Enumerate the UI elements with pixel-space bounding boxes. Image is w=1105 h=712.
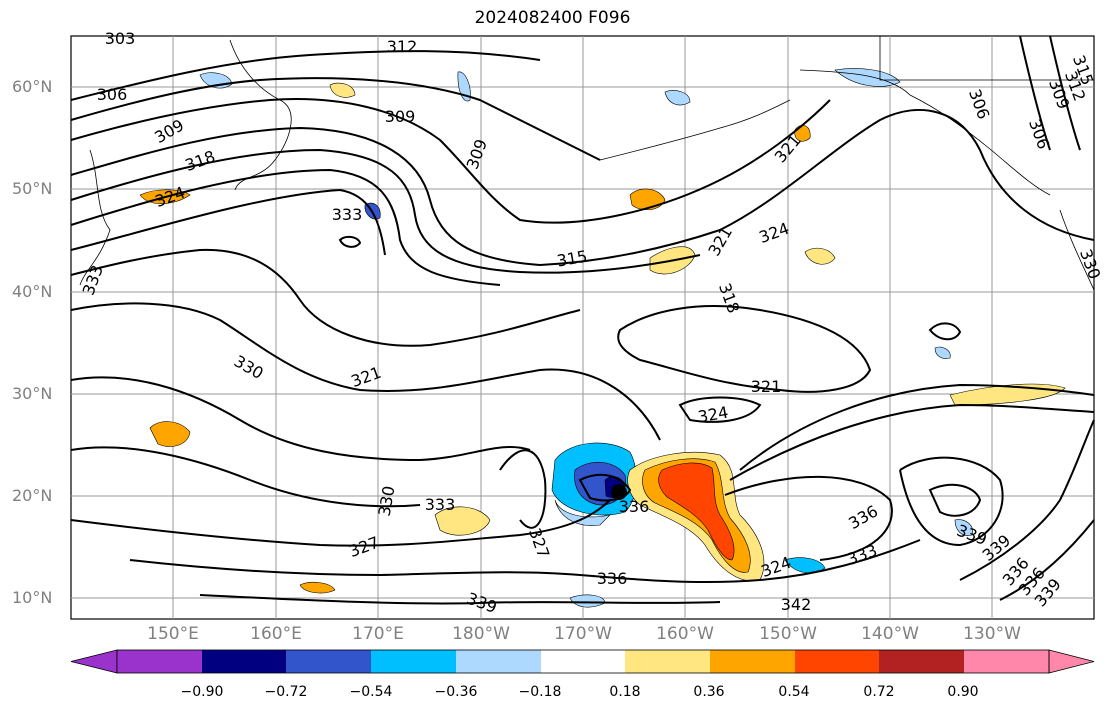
contour-lines	[70, 35, 1095, 605]
colorbar-tick: −0.36	[434, 684, 478, 700]
colorbar-tick: 0.36	[693, 684, 725, 700]
colorbar-arrow-min	[70, 649, 118, 674]
lon-label-170w: 170°W	[554, 624, 612, 644]
lat-label-40n: 40°N	[12, 282, 53, 301]
colorbar-tick: 0.90	[947, 684, 979, 700]
colorbar-segment	[710, 650, 795, 673]
colorbar-segment	[286, 650, 371, 673]
contour-label: 321	[751, 377, 782, 396]
colorbar-segment	[879, 650, 964, 673]
colorbar-arrow-max	[1048, 649, 1095, 674]
lon-label-160e: 160°E	[250, 624, 302, 644]
colorbar-segment	[117, 650, 202, 673]
lon-label-140w: 140°W	[861, 624, 919, 644]
colorbar-segment	[202, 650, 286, 673]
colorbar-outline	[116, 649, 1050, 674]
contour-label: 342	[781, 595, 812, 614]
colorbar-segment	[456, 650, 541, 673]
colorbar-tick: 0.54	[778, 684, 810, 700]
lon-label-180w: 180°W	[452, 624, 510, 644]
lat-label-10n: 10°N	[12, 588, 53, 607]
lon-label-130w: 130°W	[963, 624, 1021, 644]
colorbar-segment	[964, 650, 1049, 673]
colorbar-segment	[541, 650, 625, 673]
contour-label: 333	[332, 205, 363, 224]
lat-label-60n: 60°N	[12, 77, 53, 96]
lon-label-160w: 160°W	[656, 624, 714, 644]
contour-label: 309	[385, 107, 416, 126]
contour-label: 303	[105, 29, 136, 48]
coastlines	[79, 36, 1095, 291]
low-center-marker	[611, 484, 627, 500]
colorbar-segment	[795, 650, 879, 673]
contour-label: 336	[619, 497, 650, 516]
lat-label-20n: 20°N	[12, 486, 53, 505]
lat-label-30n: 30°N	[12, 384, 53, 403]
map-title: 2024082400 F096	[474, 8, 631, 28]
lon-label-150w: 150°W	[759, 624, 817, 644]
lon-label-170e: 170°E	[352, 624, 404, 644]
colorbar-tick: −0.90	[180, 684, 224, 700]
colorbar-tick: −0.72	[264, 684, 308, 700]
contour-label: 333	[425, 495, 456, 514]
colorbar-tick: −0.18	[518, 684, 562, 700]
lat-label-50n: 50°N	[12, 179, 53, 198]
anomaly-fills	[139, 68, 1066, 608]
colorbar-tick: 0.18	[609, 684, 641, 700]
contour-label: 306	[97, 85, 128, 104]
contour-label: 336	[597, 569, 628, 588]
colorbar	[70, 649, 1095, 674]
contour-label: 312	[387, 37, 418, 56]
colorbar-segment	[625, 650, 710, 673]
colorbar-tick: −0.54	[349, 684, 393, 700]
lon-label-150e: 150°E	[147, 624, 199, 644]
colorbar-tick: 0.72	[863, 684, 895, 700]
colorbar-segment	[371, 650, 456, 673]
